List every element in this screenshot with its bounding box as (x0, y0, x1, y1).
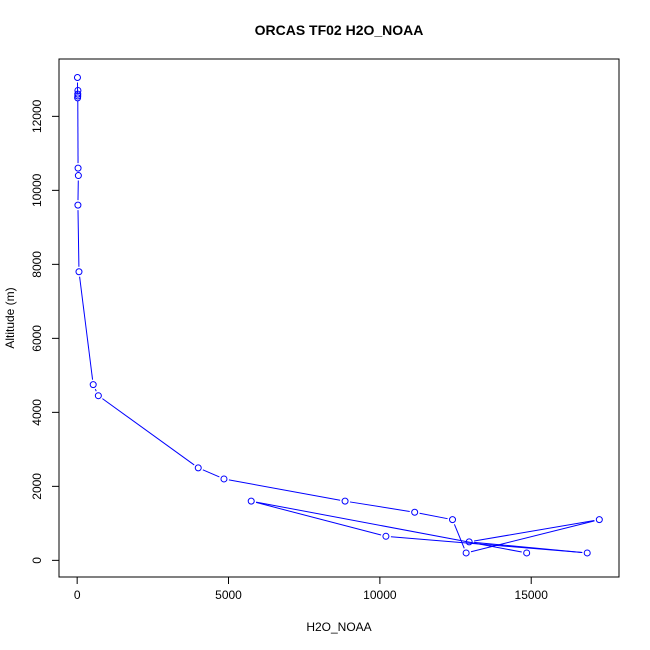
y-tick-label: 10000 (30, 173, 44, 207)
series-line-segment (390, 536, 583, 554)
x-tick-label: 10000 (363, 588, 397, 602)
series-line-segment (94, 388, 97, 392)
data-point (220, 475, 228, 483)
x-tick-label: 0 (74, 588, 81, 602)
data-point (382, 532, 390, 540)
data-point (194, 464, 202, 472)
data-point (449, 516, 457, 524)
series-line-segment (419, 512, 448, 520)
series-line-segment (77, 210, 80, 267)
x-tick-label: 15000 (515, 588, 549, 602)
data-point (74, 92, 82, 100)
y-tick-label: 8000 (30, 251, 44, 278)
data-point (411, 508, 419, 516)
data-point (74, 201, 82, 209)
data-point (74, 164, 82, 172)
y-tick-label: 4000 (30, 399, 44, 426)
data-point (341, 497, 349, 505)
data-point (74, 90, 82, 98)
chart-title: ORCAS TF02 H2O_NOAA (255, 22, 424, 38)
x-axis-title: H2O_NOAA (306, 620, 371, 634)
data-point (523, 549, 531, 557)
data-point (595, 516, 603, 524)
y-tick-label: 2000 (30, 473, 44, 500)
series-line-segment (453, 524, 465, 549)
data-point (75, 268, 83, 276)
y-axis: 0 2000 4000 6000 8000 10000 12000 (30, 99, 60, 564)
data-point (74, 172, 82, 180)
series-line-segment (474, 519, 595, 542)
data-point (89, 381, 97, 389)
x-axis: 0 5000 10000 15000 (74, 576, 549, 602)
series-line-segment (79, 276, 94, 380)
data-point (465, 538, 473, 546)
x-tick-label: 5000 (215, 588, 242, 602)
series-line-segment (349, 501, 410, 512)
series-line-segment (228, 479, 341, 501)
data-point (94, 392, 102, 400)
data-point (73, 74, 81, 81)
data-point (247, 497, 255, 505)
series-line-segment (202, 469, 220, 478)
y-tick-label: 6000 (30, 325, 44, 352)
data-point (583, 549, 591, 557)
series-line-segment (255, 501, 382, 536)
series-layer (73, 74, 603, 557)
y-tick-label: 0 (30, 557, 44, 564)
y-axis-title: Altitude (m) (3, 287, 17, 348)
series-line-segment (256, 501, 522, 553)
series-line-segment (102, 398, 195, 466)
y-tick-label: 12000 (30, 99, 44, 133)
data-point (462, 549, 470, 557)
